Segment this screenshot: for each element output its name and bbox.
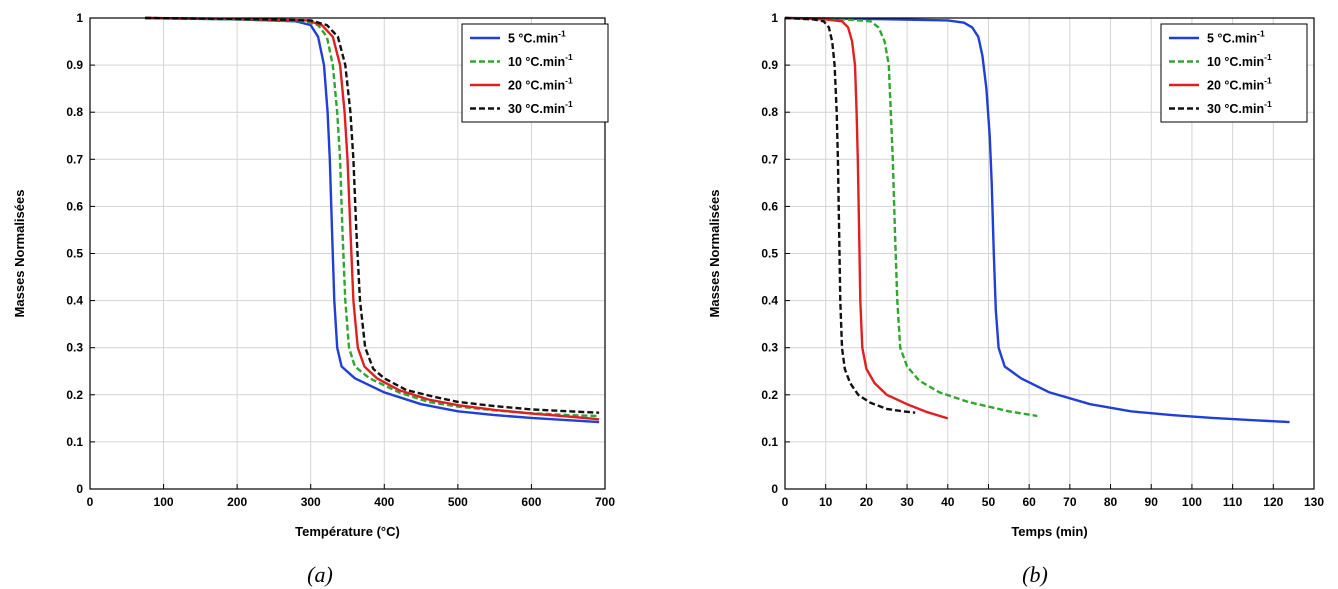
figure-caption: (a)	[307, 562, 333, 587]
y-tick-label: 0.6	[66, 199, 83, 213]
legend-label-5: 5 °C.min-1	[508, 29, 566, 46]
y-tick-label: 1	[771, 11, 778, 25]
x-tick-label: 90	[1145, 495, 1159, 509]
series-line-5	[145, 16, 600, 424]
y-tick-label: 0.1	[66, 435, 83, 449]
y-tick-label: 0.6	[761, 199, 778, 213]
x-tick-label: 20	[860, 495, 874, 509]
y-tick-label: 0.7	[66, 152, 83, 166]
x-tick-label: 200	[227, 495, 247, 509]
y-tick-label: 0	[76, 482, 83, 496]
legend-box	[461, 23, 609, 123]
y-tick-label: 0.8	[66, 105, 83, 119]
y-tick-label: 0.8	[761, 105, 778, 119]
x-axis-label: Température (°C)	[295, 524, 400, 539]
x-tick-label: 80	[1104, 495, 1118, 509]
y-tick-label: 0.5	[66, 247, 83, 261]
x-tick-label: 500	[448, 495, 468, 509]
series-line-5	[784, 16, 1290, 424]
x-tick-label: 40	[941, 495, 955, 509]
y-axis-label: Masses Normalisées	[707, 190, 722, 318]
x-tick-label: 70	[1063, 495, 1077, 509]
y-tick-label: 0.3	[761, 341, 778, 355]
series-line-30	[145, 16, 600, 414]
x-tick-label: 10	[819, 495, 833, 509]
x-tick-label: 700	[595, 495, 615, 509]
series-line-10	[784, 16, 1038, 418]
figure-caption: (b)	[1022, 562, 1048, 587]
series-line-20	[784, 16, 949, 420]
x-axis-label: Temps (min)	[1011, 524, 1087, 539]
y-tick-label: 0.1	[761, 435, 778, 449]
x-tick-label: 600	[521, 495, 541, 509]
series-line-20	[145, 16, 600, 421]
x-tick-label: 100	[1182, 495, 1202, 509]
legend-box	[1160, 23, 1308, 123]
x-tick-label: 60	[1022, 495, 1036, 509]
legend-label-30: 30 °C.min-1	[508, 99, 573, 116]
legend-label-10: 10 °C.min-1	[1207, 52, 1272, 69]
y-tick-label: 0.9	[761, 58, 778, 72]
y-tick-label: 0.4	[66, 294, 83, 308]
y-tick-label: 0.2	[761, 388, 778, 402]
legend-label-5: 5 °C.min-1	[1207, 29, 1265, 46]
chart-b: 0 10 20 30 40 50 60 70 80 90 100 110 120 130 0 0.1 0.2 0.…	[707, 11, 1324, 587]
y-tick-label: 0	[771, 482, 778, 496]
legend-label-30: 30 °C.min-1	[1207, 99, 1272, 116]
x-tick-label: 130	[1304, 495, 1324, 509]
x-tick-label: 0	[87, 495, 94, 509]
y-tick-label: 0.9	[66, 58, 83, 72]
x-tick-label: 300	[301, 495, 321, 509]
x-tick-label: 400	[374, 495, 394, 509]
y-tick-label: 0.7	[761, 152, 778, 166]
y-tick-label: 0.5	[761, 247, 778, 261]
series-line-30	[784, 16, 916, 414]
legend-label-20: 20 °C.min-1	[508, 76, 573, 93]
chart-a: 0 100 200 300 400 500 600 700 0 0.1 0.2 0.3 0.4 0.5 0.…	[12, 11, 615, 587]
legend-label-10: 10 °C.min-1	[508, 52, 573, 69]
x-tick-label: 0	[782, 495, 789, 509]
x-tick-label: 50	[982, 495, 996, 509]
x-tick-label: 100	[154, 495, 174, 509]
y-tick-label: 0.3	[66, 341, 83, 355]
y-tick-label: 0.4	[761, 294, 778, 308]
y-tick-label: 1	[76, 11, 83, 25]
x-tick-label: 120	[1263, 495, 1283, 509]
x-tick-label: 30	[900, 495, 914, 509]
y-axis-label: Masses Normalisées	[12, 190, 27, 318]
legend-label-20: 20 °C.min-1	[1207, 76, 1272, 93]
x-tick-label: 110	[1223, 495, 1243, 509]
y-tick-label: 0.2	[66, 388, 83, 402]
